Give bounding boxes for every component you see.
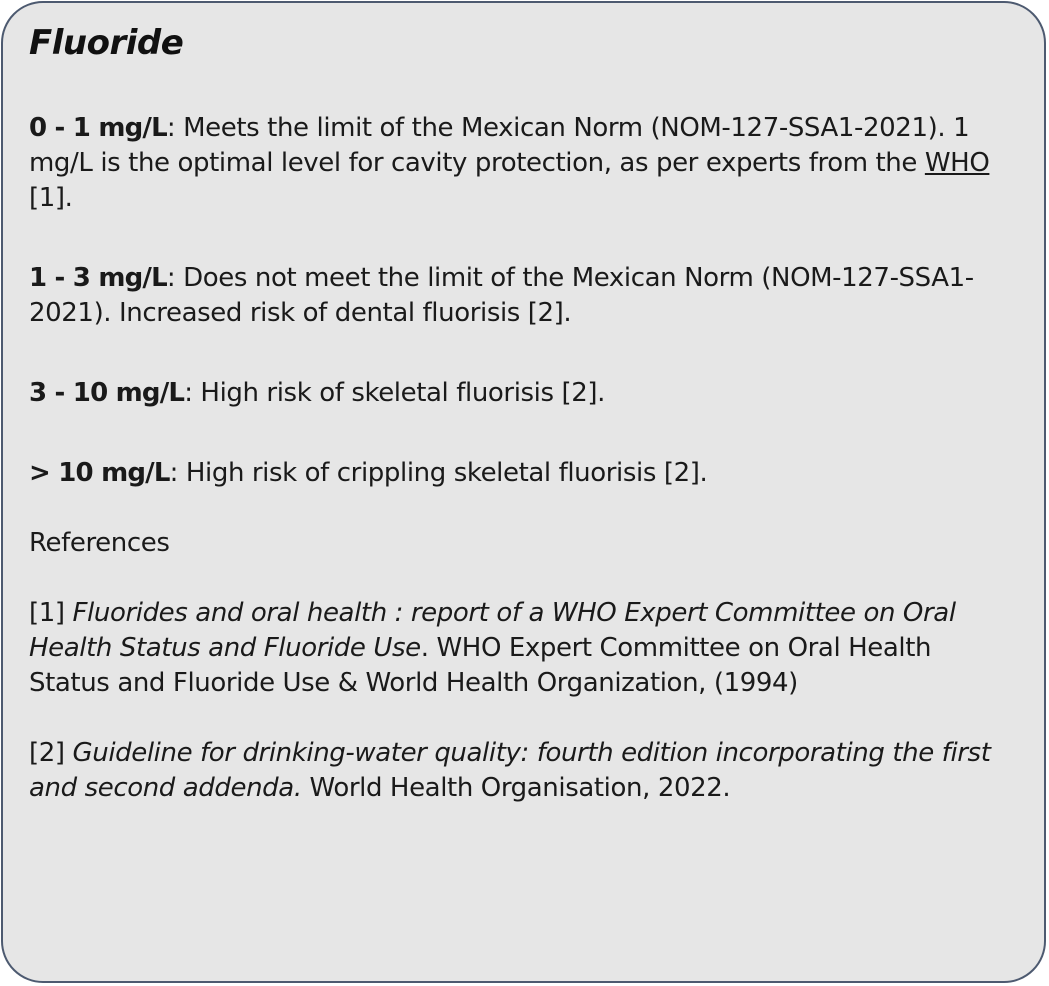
range-value: 1 - 3 mg/L [29, 263, 168, 293]
range-description: : Does not meet the limit of the Mexican… [29, 263, 974, 328]
range-item: 1 - 3 mg/L: Does not meet the limit of t… [29, 261, 1018, 331]
reference-title: Fluorides and oral health : report of a … [29, 598, 956, 663]
reference-title: Guideline for drinking-water quality: fo… [29, 738, 991, 803]
who-link[interactable]: WHO [924, 148, 990, 178]
range-description: : High risk of skeletal fluorisis [2]. [184, 378, 605, 408]
references-heading: References [29, 528, 170, 558]
card-title: Fluoride [29, 23, 184, 63]
reference-details: . WHO Expert Committee on Oral Health St… [29, 633, 932, 698]
range-item: 3 - 10 mg/L: High risk of skeletal fluor… [29, 376, 1018, 411]
range-citation: [1]. [29, 183, 73, 213]
reference-item: [2] Guideline for drinking-water quality… [29, 736, 1018, 806]
range-item: 0 - 1 mg/L: Meets the limit of the Mexic… [29, 111, 1018, 216]
reference-item: [1] Fluorides and oral health : report o… [29, 596, 1018, 701]
range-description: : Meets the limit of the Mexican Norm (N… [29, 113, 970, 178]
range-description: : High risk of crippling skeletal fluori… [169, 458, 708, 488]
range-value: 0 - 1 mg/L [29, 113, 168, 143]
range-item: > 10 mg/L: High risk of crippling skelet… [29, 456, 1018, 491]
reference-details: World Health Organisation, 2022. [301, 773, 731, 803]
reference-marker: [1] [29, 598, 73, 628]
range-value: 3 - 10 mg/L [29, 378, 185, 408]
reference-marker: [2] [29, 738, 73, 768]
range-value: > 10 mg/L [29, 458, 170, 488]
